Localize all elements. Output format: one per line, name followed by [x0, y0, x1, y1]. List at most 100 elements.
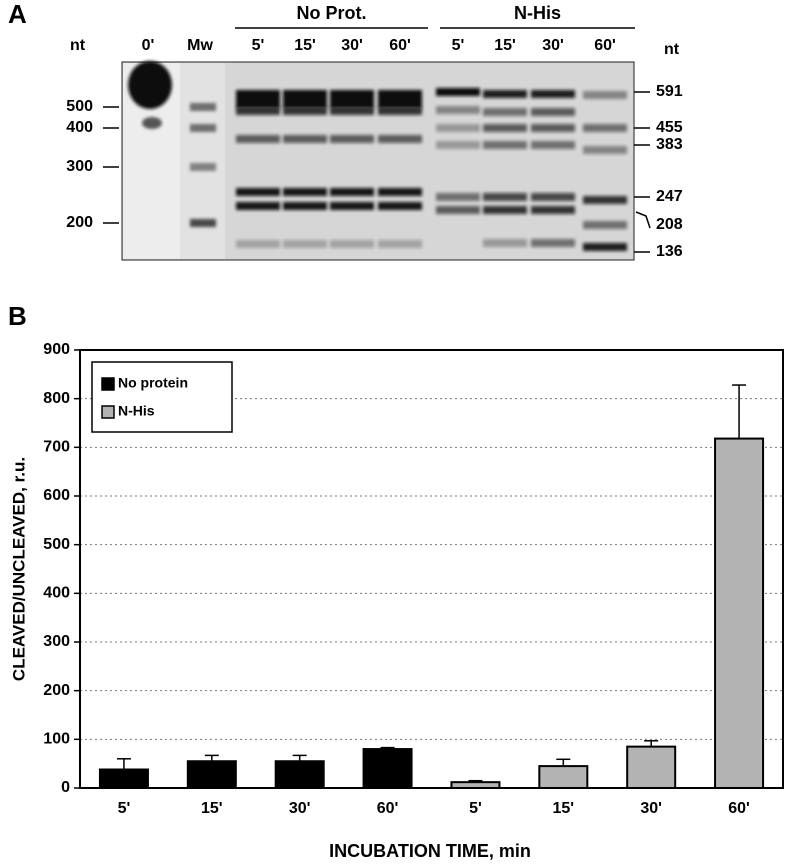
gel-band	[583, 221, 627, 229]
x-tick-label: 60'	[728, 800, 750, 817]
gel-band	[330, 107, 374, 115]
gel-band	[283, 107, 327, 115]
x-tick-label: 15'	[553, 800, 575, 817]
gel-band	[583, 91, 627, 99]
marker-label: 136	[656, 243, 683, 260]
group-label: No Prot.	[297, 3, 367, 23]
gel-band	[378, 202, 422, 210]
gel-band	[330, 90, 374, 108]
y-tick-label: 900	[43, 341, 70, 358]
lane-label: 5'	[452, 37, 465, 54]
plot-frame	[79, 349, 784, 789]
gel-band	[330, 135, 374, 143]
gel-band	[236, 202, 280, 210]
gel-band	[436, 193, 480, 201]
legend-swatch	[101, 377, 115, 391]
gel-band	[583, 124, 627, 132]
lane-label: 15'	[294, 37, 316, 54]
y-tick-label: 100	[43, 731, 70, 748]
gel-band	[583, 146, 627, 154]
gel-band	[330, 202, 374, 210]
y-tick-label: 300	[43, 633, 70, 650]
y-tick-label: 800	[43, 390, 70, 407]
gel-band	[483, 206, 527, 214]
gel-band	[142, 117, 162, 129]
gel-band	[236, 90, 280, 108]
gel-band	[483, 108, 527, 116]
gel-band	[378, 107, 422, 115]
bar	[186, 760, 237, 790]
gel-band	[236, 240, 280, 248]
gel-band	[330, 240, 374, 248]
x-tick-label: 60'	[377, 800, 399, 817]
gel-band	[483, 90, 527, 98]
y-tick-label: 0	[61, 779, 70, 796]
bar	[714, 437, 765, 789]
gel-band	[483, 239, 527, 247]
gel-band	[283, 240, 327, 248]
gel-band	[283, 202, 327, 210]
y-tick-label: 600	[43, 487, 70, 504]
marker-label: 300	[66, 158, 93, 175]
gel-band	[436, 88, 480, 96]
panel-label: B	[8, 301, 27, 331]
marker-label: 400	[66, 119, 93, 136]
y-tick-label: 400	[43, 585, 70, 602]
marker-label: 383	[656, 136, 683, 153]
bar	[626, 745, 677, 790]
lane-label: 15'	[494, 37, 516, 54]
legend-label: No protein	[118, 375, 188, 391]
gel-band	[531, 206, 575, 214]
gel-band	[236, 188, 280, 196]
gel-panel: A 0' Mw 5' 15' 30' 60' 5' 15' 30' 60' No Prot. N-His…	[8, 0, 683, 261]
gel-band	[190, 124, 216, 132]
lane-label: 5'	[252, 37, 265, 54]
gel-band	[531, 193, 575, 201]
gel-band	[378, 135, 422, 143]
unit-label: nt	[70, 37, 86, 54]
marker-label: 455	[656, 119, 683, 136]
lane-label: 0'	[142, 37, 155, 54]
bar	[274, 760, 325, 790]
gel-band	[190, 103, 216, 111]
error-bar	[556, 758, 571, 767]
gel-band	[378, 90, 422, 108]
gel-band	[483, 193, 527, 201]
gel-band	[583, 196, 627, 204]
gel-band	[531, 108, 575, 116]
lane-label: 60'	[594, 37, 616, 54]
marker-label: 200	[66, 214, 93, 231]
gel-band	[436, 206, 480, 214]
gel-band	[531, 124, 575, 132]
legend-box	[91, 361, 233, 433]
bar	[98, 768, 149, 789]
gel-band	[483, 124, 527, 132]
gel-band	[378, 240, 422, 248]
gel-band	[436, 106, 480, 114]
y-axis-label: CLEAVED/UNCLEAVED, r.u.	[9, 457, 28, 681]
gel-band	[436, 124, 480, 132]
lane-label: 30'	[341, 37, 363, 54]
marker-label: 591	[656, 83, 683, 100]
panel-label: A	[8, 0, 27, 29]
gel-band	[236, 107, 280, 115]
marker-label: 247	[656, 188, 683, 205]
bar	[450, 781, 501, 789]
gel-band	[531, 90, 575, 98]
gel-band	[283, 135, 327, 143]
gel-band	[190, 163, 216, 171]
x-tick-label: 5'	[118, 800, 131, 817]
x-tick-label: 30'	[289, 800, 311, 817]
legend-swatch	[101, 405, 115, 419]
gel-band	[330, 188, 374, 196]
y-tick-label: 200	[43, 682, 70, 699]
gel-band	[283, 188, 327, 196]
x-tick-label: 15'	[201, 800, 223, 817]
gel-band	[190, 219, 216, 227]
unit-label: nt	[664, 41, 680, 58]
gel-band	[436, 141, 480, 149]
gel-band	[378, 188, 422, 196]
legend: No protein N-His	[91, 361, 233, 433]
